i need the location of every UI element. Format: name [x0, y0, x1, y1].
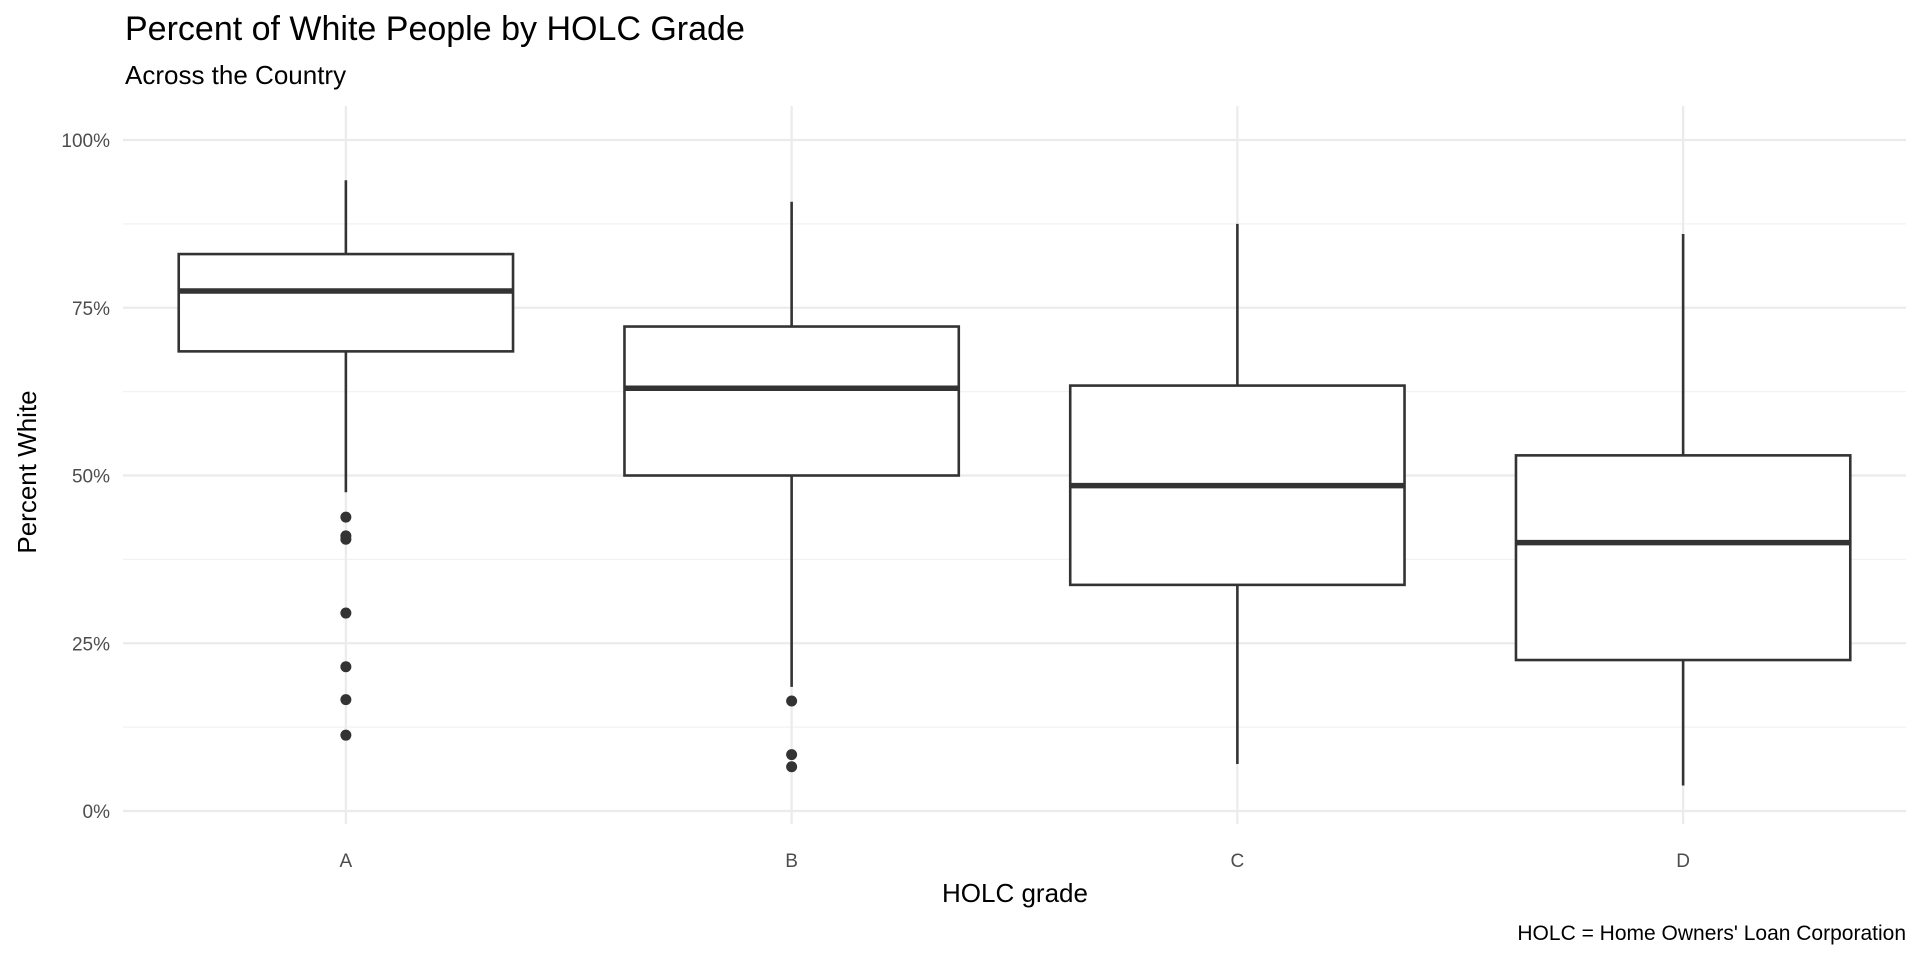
- y-tick-label: 50%: [72, 467, 110, 488]
- box-b: [623, 201, 961, 773]
- box-body: [177, 252, 515, 353]
- x-tick-label: D: [1676, 851, 1690, 872]
- chart-subtitle: Across the Country: [125, 60, 346, 90]
- y-tick-label: 100%: [61, 131, 110, 152]
- box-a: [177, 180, 515, 741]
- outlier-point: [340, 661, 352, 673]
- outlier-point: [786, 749, 798, 761]
- y-tick-label: 75%: [72, 299, 110, 320]
- outlier-point: [340, 511, 352, 523]
- outlier-point: [340, 607, 352, 619]
- box-body: [1514, 454, 1852, 662]
- box-d: [1514, 233, 1852, 786]
- y-tick-label: 0%: [83, 802, 111, 823]
- outlier-point: [340, 729, 352, 741]
- boxes: [177, 180, 1852, 786]
- x-tick-label: C: [1231, 851, 1245, 872]
- outlier-point: [786, 761, 798, 773]
- chart-caption: HOLC = Home Owners' Loan Corporation: [1517, 922, 1906, 945]
- box-c: [1068, 223, 1406, 765]
- outlier-point: [340, 533, 352, 545]
- x-tick-label: A: [340, 851, 353, 872]
- chart-title: Percent of White People by HOLC Grade: [125, 10, 745, 48]
- x-tick-label: B: [785, 851, 798, 872]
- box-body: [623, 325, 961, 477]
- y-tick-label: 25%: [72, 634, 110, 655]
- outlier-point: [786, 695, 798, 707]
- x-axis-title: HOLC grade: [942, 878, 1088, 908]
- axis-labels: 0% 25% 50% 75% 100% A B C D: [61, 131, 1690, 872]
- outlier-point: [340, 694, 352, 706]
- y-axis-title: Percent White: [12, 390, 42, 553]
